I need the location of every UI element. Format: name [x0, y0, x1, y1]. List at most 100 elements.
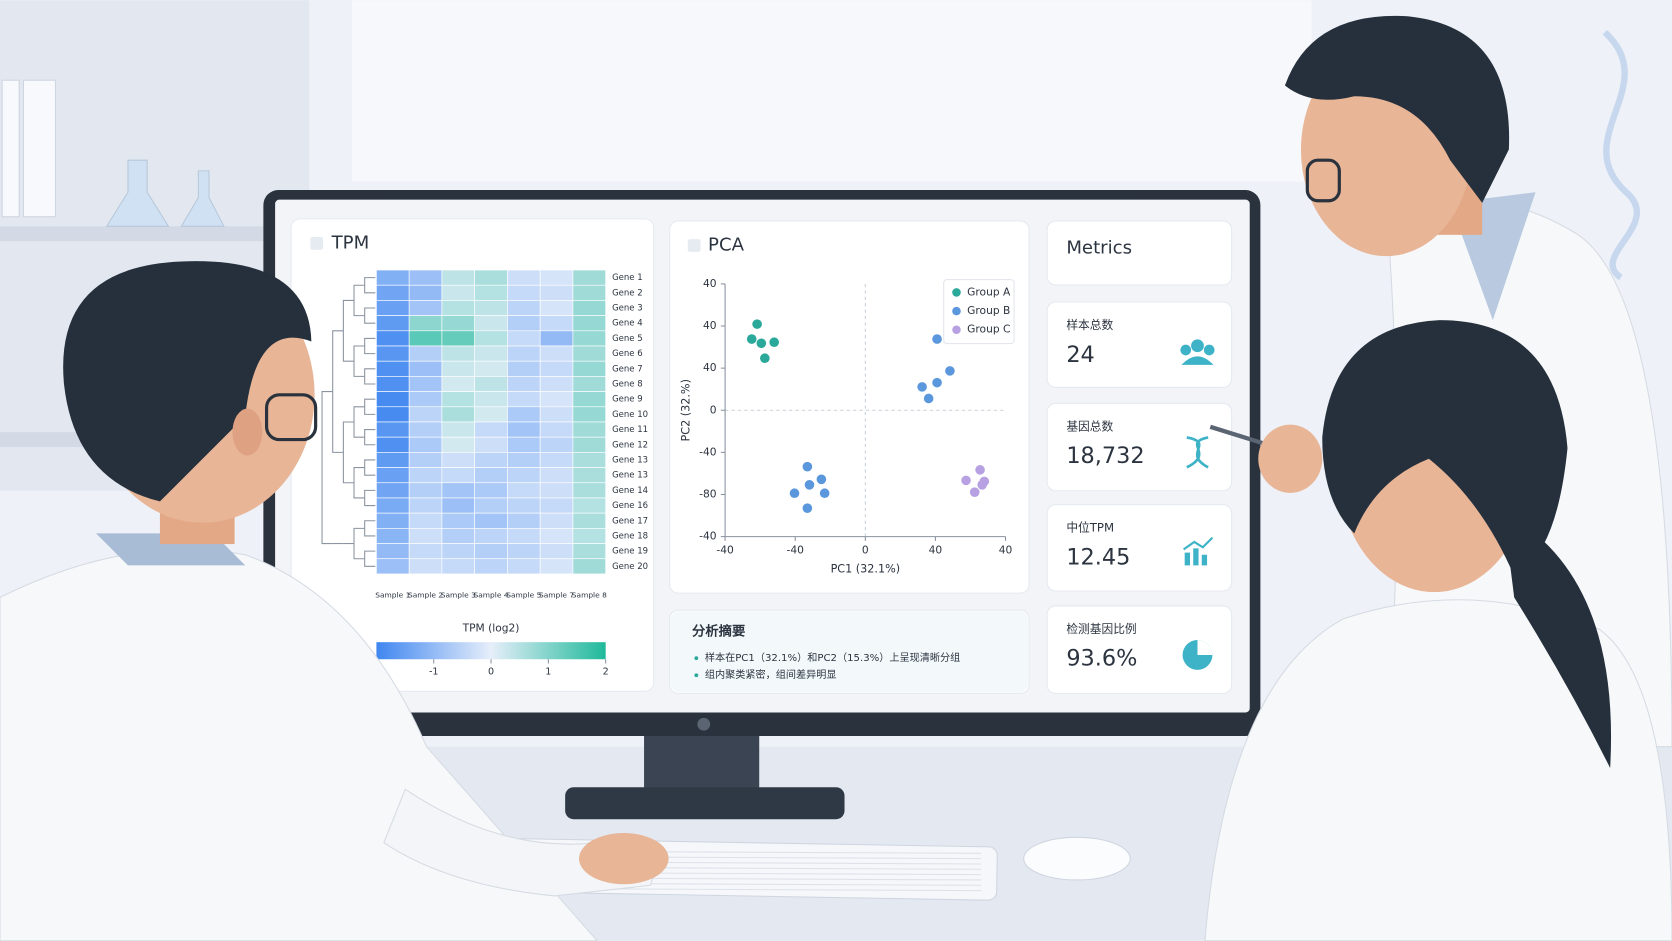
legend-swatch [952, 306, 961, 316]
heatmap-cell [572, 376, 606, 392]
metric-label: 基因总数 [1066, 419, 1113, 433]
row-label: Gene 13 [612, 471, 648, 481]
panel [1046, 301, 1233, 388]
icon [1181, 356, 1214, 365]
heatmap-cell [408, 452, 443, 468]
heatmap-cell [539, 497, 574, 514]
x-tick-label: -40 [787, 543, 805, 556]
row-label: Gene 3 [612, 304, 643, 314]
heatmap-cell [441, 528, 475, 544]
foreground [0, 15, 1672, 941]
heatmap-cell [572, 421, 606, 438]
y-tick-label: 0 [710, 403, 717, 416]
legend-label: Group B [967, 304, 1010, 317]
heatmap-cell [441, 391, 475, 408]
heatmap-cell [572, 436, 606, 453]
binder [1, 79, 20, 218]
heatmap-cell [376, 436, 410, 453]
panel-icon [687, 239, 701, 252]
heatmap-cell [408, 497, 443, 514]
heatmap-cell [572, 406, 606, 423]
row-label: Gene 19 [612, 547, 648, 557]
icon [1183, 536, 1214, 551]
scatter-point [760, 353, 770, 364]
heatmap-cell [539, 528, 574, 544]
colorbar-tick-label: -1 [429, 667, 439, 678]
heatmap-cell [376, 315, 410, 332]
column-label: Sample 7 [539, 590, 574, 599]
heatmap-cell [408, 315, 443, 332]
scatter-point [789, 488, 800, 499]
panel [1046, 402, 1233, 492]
heatmap-cell [539, 300, 574, 316]
heatmap-cell [572, 269, 606, 286]
heatmap-cell [539, 482, 574, 499]
heatmap-cell [441, 284, 475, 301]
y-tick-label: -40 [699, 445, 717, 458]
heatmap-cell [441, 436, 475, 453]
heatmap-cell [441, 406, 475, 423]
scatter-point [746, 334, 757, 344]
heatmap-cell [539, 360, 574, 377]
heatmap-cell [507, 436, 541, 453]
icon [1191, 339, 1204, 353]
heatmap-cell [507, 558, 541, 575]
heatmap-cell [572, 330, 606, 347]
scatter-point [969, 487, 980, 497]
heatmap-cell [507, 284, 541, 301]
icon [1203, 344, 1215, 356]
row-label: Gene 11 [612, 425, 648, 435]
heatmap-cell [376, 497, 410, 514]
metric-label: 检测基因比例 [1066, 622, 1136, 636]
scatter-point [923, 393, 934, 404]
heatmap-cell [408, 345, 443, 362]
heatmap-cell [507, 528, 541, 544]
y-tick-label: 40 [703, 277, 717, 290]
heatmap-cell [376, 391, 410, 408]
mouse [1023, 836, 1131, 881]
heatmap-cell [539, 269, 574, 286]
heatmap-cell [441, 330, 475, 347]
heatmap-cell [572, 497, 606, 514]
x-tick-label: 0 [862, 543, 869, 556]
scatter-point [802, 503, 813, 513]
heatmap-cell [474, 497, 508, 514]
heatmap-cell [474, 391, 508, 408]
heatmap-cell [539, 376, 574, 392]
heatmap-cell [441, 558, 475, 575]
summary-item: 样本在PC1（32.1%）和PC2（15.3%）上呈现清晰分组 [705, 651, 960, 664]
row-label: Gene 5 [612, 334, 643, 344]
heatmap-cell [572, 360, 606, 377]
heatmap-cell [408, 467, 443, 484]
heatmap-cell [539, 467, 574, 484]
heatmap-cell [408, 300, 443, 316]
panel-title: PCA [708, 235, 745, 256]
heatmap-cell [376, 269, 410, 286]
heatmap-cell [408, 482, 443, 499]
scatter-point [917, 382, 927, 392]
heatmap-cell [474, 330, 508, 347]
summary-bg [670, 611, 1028, 693]
metric-label: 样本总数 [1066, 318, 1113, 332]
heatmap-cell [507, 543, 541, 560]
heatmap-cell [408, 330, 443, 347]
heatmap-cell [376, 345, 410, 362]
dendrogram-line [321, 391, 333, 545]
ponytail [1503, 512, 1612, 769]
column-label: Sample 1 [375, 590, 410, 599]
heatmap-cell [441, 482, 475, 499]
legend-label: Group C [967, 323, 1010, 336]
glasses [264, 393, 318, 442]
row-label: Gene 10 [612, 410, 648, 420]
row-label: Gene 7 [612, 364, 643, 374]
y-tick-label: -80 [699, 487, 717, 500]
row-label: Gene 12 [612, 440, 648, 450]
heatmap-cell [408, 360, 443, 377]
heatmap-cell [408, 512, 443, 529]
x-tick-label: 40 [929, 543, 943, 556]
icon [1184, 552, 1191, 566]
column-label: Sample 2 [408, 590, 443, 599]
summary-item: 组内聚类紧密，组间差异明显 [705, 668, 837, 681]
heatmap-cell [539, 330, 574, 347]
heatmap-cell [408, 269, 443, 286]
